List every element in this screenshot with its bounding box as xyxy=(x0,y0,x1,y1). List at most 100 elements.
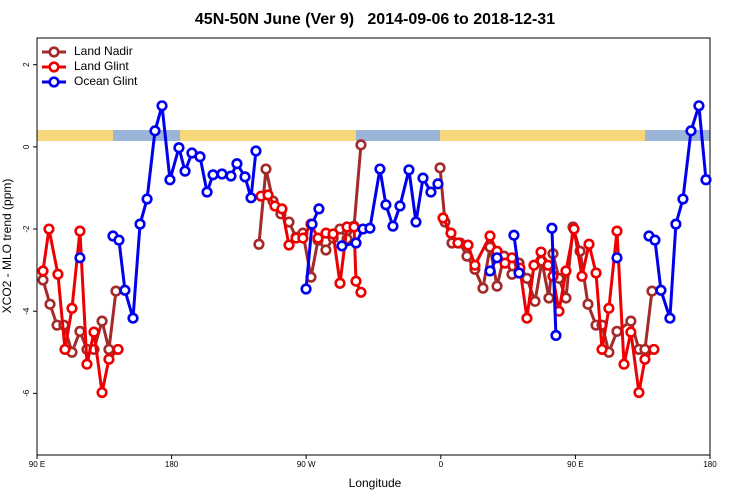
data-point xyxy=(618,358,630,370)
data-point xyxy=(96,386,108,399)
data-point xyxy=(506,252,518,264)
y-tick-label: -6 xyxy=(22,389,31,397)
data-point xyxy=(677,193,689,205)
data-point xyxy=(611,252,623,264)
land-ocean-strip xyxy=(37,130,710,141)
data-point xyxy=(336,240,348,252)
data-point xyxy=(611,325,623,337)
x-axis-label: Longitude xyxy=(349,476,402,490)
data-point xyxy=(306,218,318,230)
data-point xyxy=(297,232,309,244)
data-point xyxy=(596,343,608,356)
data-point xyxy=(245,192,257,204)
series-line xyxy=(550,228,558,336)
data-point xyxy=(603,302,615,314)
data-point xyxy=(173,142,185,154)
data-point xyxy=(693,100,705,112)
data-point xyxy=(403,164,415,176)
data-point xyxy=(432,178,444,190)
land-band xyxy=(180,130,356,141)
data-point xyxy=(355,139,367,151)
series-line xyxy=(512,235,521,274)
data-point xyxy=(611,225,623,237)
data-point xyxy=(113,234,125,246)
data-point xyxy=(685,125,697,137)
data-point xyxy=(103,353,115,365)
y-tick-label: -2 xyxy=(22,225,31,233)
legend-label: Land Nadir xyxy=(74,44,133,58)
x-tick-label: 0 xyxy=(439,460,444,469)
data-point xyxy=(276,203,288,215)
data-point xyxy=(88,326,100,338)
data-point xyxy=(156,100,168,112)
data-point xyxy=(380,199,392,211)
legend-label: Ocean Glint xyxy=(74,74,138,88)
data-point xyxy=(535,246,547,258)
data-point xyxy=(52,268,64,280)
data-point xyxy=(528,259,540,271)
data-point xyxy=(462,239,474,251)
data-point xyxy=(425,186,437,198)
data-point xyxy=(499,257,511,269)
data-point xyxy=(469,259,481,271)
land-band xyxy=(440,130,645,141)
data-point xyxy=(491,252,503,264)
data-point xyxy=(546,222,558,234)
data-point xyxy=(74,252,86,264)
data-point xyxy=(639,353,651,365)
series xyxy=(74,100,712,342)
data-point xyxy=(649,234,661,246)
y-tick-label: 0 xyxy=(22,144,31,149)
plot-frame xyxy=(36,37,711,456)
legend-marker xyxy=(48,46,60,58)
data-point xyxy=(127,312,139,324)
data-point xyxy=(320,244,332,256)
data-point xyxy=(112,343,124,356)
data-point xyxy=(394,200,406,212)
data-point xyxy=(283,239,295,251)
data-point xyxy=(452,237,464,249)
data-point xyxy=(110,285,122,297)
data-point xyxy=(434,162,446,174)
data-point xyxy=(225,170,237,182)
data-point xyxy=(239,171,251,183)
data-point xyxy=(313,203,325,215)
data-point xyxy=(700,174,712,186)
data-point xyxy=(66,302,78,314)
data-point xyxy=(484,265,496,277)
x-tick-label: 180 xyxy=(165,460,179,469)
data-point xyxy=(582,298,594,310)
data-point xyxy=(491,280,503,292)
data-point xyxy=(201,186,213,198)
data-point xyxy=(262,189,274,201)
data-point xyxy=(74,225,86,237)
data-point xyxy=(74,325,86,337)
data-point xyxy=(300,283,312,295)
data-point xyxy=(437,212,449,224)
data-point xyxy=(550,329,562,342)
data-point xyxy=(633,386,645,399)
data-point xyxy=(207,169,219,181)
data-point xyxy=(664,312,676,324)
data-point xyxy=(445,227,457,239)
y-tick-label: 2 xyxy=(22,62,31,67)
data-point xyxy=(216,168,228,180)
data-point xyxy=(119,284,131,296)
legend-label: Land Glint xyxy=(74,59,129,73)
data-point xyxy=(655,284,667,296)
data-point xyxy=(576,270,588,282)
data-point xyxy=(334,277,346,289)
data-point xyxy=(364,222,376,234)
data-point xyxy=(590,267,602,279)
land-band xyxy=(37,130,113,141)
data-point xyxy=(410,216,422,228)
data-point xyxy=(37,274,49,286)
legend-marker xyxy=(48,76,60,88)
chart-title: 45N-50N June (Ver 9) 2014-09-06 to 2018-… xyxy=(195,11,555,28)
data-point xyxy=(350,275,362,287)
data-point xyxy=(149,125,161,137)
data-point xyxy=(350,237,362,249)
data-point xyxy=(417,172,429,184)
data-point xyxy=(253,238,265,250)
